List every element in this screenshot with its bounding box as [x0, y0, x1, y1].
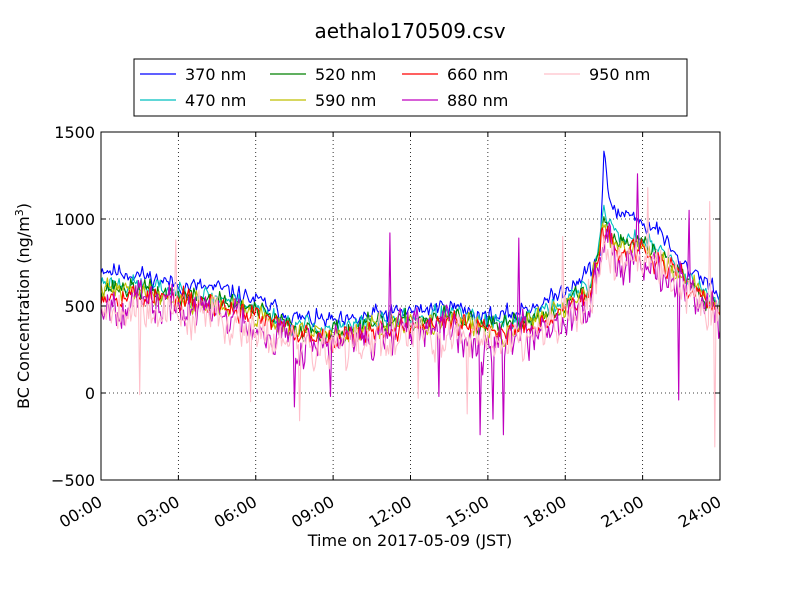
series-line-370-nm	[101, 150, 720, 328]
chart-title: aethalo170509.csv	[314, 19, 505, 43]
legend-label: 470 nm	[185, 91, 246, 110]
y-tick-label: −500	[51, 471, 95, 490]
y-tick-label: 500	[64, 297, 95, 316]
series-line-950-nm	[101, 187, 720, 448]
legend-label: 660 nm	[447, 65, 508, 84]
y-axis-label: BC Concentration (ng/m3)	[13, 203, 33, 409]
legend-label: 950 nm	[589, 65, 650, 84]
legend-label: 520 nm	[315, 65, 376, 84]
y-axis-label-main: BC Concentration (ng/m	[14, 216, 33, 409]
series-layer	[101, 150, 720, 448]
y-axis-label-end: )	[14, 203, 33, 209]
series-line-590-nm	[101, 222, 720, 347]
y-tick-label: 1500	[54, 123, 95, 142]
y-axis-label-superscript: 3	[13, 209, 26, 216]
y-axis-label-group: BC Concentration (ng/m3)	[13, 203, 33, 409]
legend-box	[133, 58, 688, 117]
legend-label: 590 nm	[315, 91, 376, 110]
legend-label: 370 nm	[185, 65, 246, 84]
x-axis-label: Time on 2017-05-09 (JST)	[307, 531, 512, 550]
y-tick-label: 1000	[54, 210, 95, 229]
legend: 370 nm 470 nm 520 nm 590 nm 660 nm 880 nm 950 …	[140, 65, 650, 110]
series-line-520-nm	[101, 216, 720, 343]
legend-label: 880 nm	[447, 91, 508, 110]
y-tick-label: 0	[85, 384, 95, 403]
